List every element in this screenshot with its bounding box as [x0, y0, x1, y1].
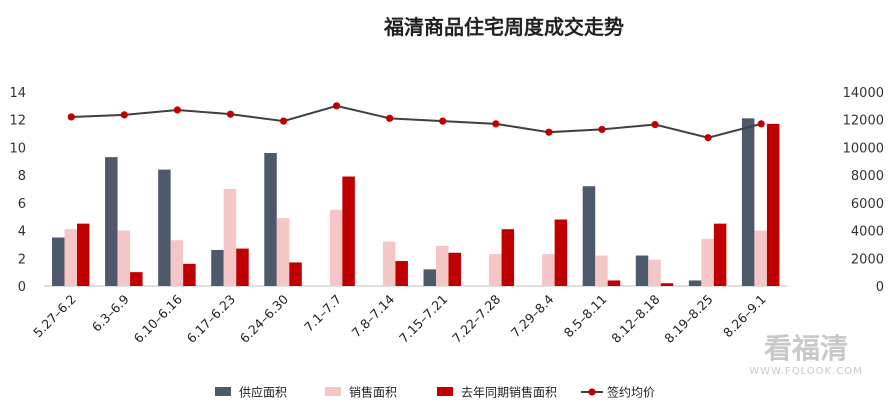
bar-sales — [595, 255, 608, 286]
x-tick-label: 7.1–7.7 — [301, 292, 344, 335]
bar-sales — [648, 259, 661, 286]
x-tick-label: 8.5–8.11 — [561, 292, 610, 341]
y-left-tick-label: 2 — [18, 252, 26, 267]
price-point — [226, 110, 235, 118]
bar-sales — [701, 238, 714, 286]
bar-sales — [542, 254, 555, 286]
watermark-logo: 看福清 WWW.FQLOOK.COM — [749, 332, 863, 377]
price-point — [439, 117, 447, 125]
legend-marker — [588, 388, 596, 396]
watermark-url: WWW.FQLOOK.COM — [749, 366, 863, 377]
bar-supply — [211, 249, 224, 286]
bar-last-year-sales — [660, 283, 674, 286]
bar-last-year-sales — [554, 219, 568, 286]
x-tick-label: 8.19–8.25 — [661, 292, 715, 346]
bar-last-year-sales — [289, 262, 302, 286]
legend-label: 供应面积 — [239, 385, 287, 400]
bar-supply — [423, 269, 436, 286]
legend-label: 销售面积 — [349, 385, 397, 400]
price-point — [545, 128, 553, 136]
plot-area: 0 2 4 6 8 10 12 14 0 2000 4000 6000 8000 10000 12000 14… — [9, 86, 884, 346]
bar-last-year-sales — [183, 263, 196, 286]
x-tick-label: 8.26–9.1 — [720, 292, 769, 341]
legend-swatch — [325, 387, 341, 396]
price-point — [67, 113, 75, 121]
y-right-tick-label: 12000 — [843, 114, 884, 129]
x-tick-label: 7.15–7.21 — [396, 292, 450, 346]
y-right-tick-label: 10000 — [843, 141, 884, 156]
y-right-tick-label: 0 — [876, 280, 884, 295]
price-point — [598, 125, 606, 134]
bar-sales — [64, 229, 77, 286]
bar-supply — [158, 169, 171, 286]
x-tick-label: 7.29–8.4 — [508, 291, 557, 340]
bar-last-year-sales — [713, 223, 727, 286]
bar-sales — [117, 230, 131, 286]
y-right-tick-label: 2000 — [851, 252, 884, 267]
bar-sales — [223, 189, 237, 286]
y-left-tick-label: 14 — [9, 86, 26, 101]
bar-supply — [105, 157, 118, 286]
legend-label: 签约均价 — [607, 385, 655, 400]
watermark-brand: 看福清 — [764, 332, 848, 365]
bar-sales — [382, 241, 396, 286]
bar-supply — [635, 255, 649, 286]
price-point — [279, 117, 288, 125]
bar-last-year-sales — [342, 176, 355, 286]
legend: 供应面积 销售面积 去年同期销售面积 签约均价 — [215, 385, 655, 400]
price-point — [704, 134, 712, 142]
bar-supply — [582, 186, 596, 286]
y-right-tick-label: 6000 — [851, 197, 884, 212]
x-tick-label: 6.24–6.30 — [237, 291, 291, 345]
y-right-tick-label: 14000 — [843, 86, 884, 101]
bar-last-year-sales — [607, 280, 621, 286]
price-point — [120, 111, 128, 119]
x-tick-label: 6.3–6.9 — [89, 291, 132, 334]
price-point — [492, 120, 500, 128]
price-point — [757, 120, 765, 128]
y-right-tick-label: 4000 — [851, 225, 884, 240]
bar-last-year-sales — [236, 248, 249, 286]
bar-last-year-sales — [501, 229, 515, 286]
y-left-tick-label: 10 — [9, 141, 26, 156]
bar-supply — [52, 237, 65, 286]
bar-sales — [436, 245, 449, 286]
legend-swatch — [215, 387, 231, 396]
bar-supply — [688, 280, 702, 286]
x-tick-label: 5.27–6.2 — [30, 292, 79, 341]
bar-last-year-sales — [448, 252, 461, 286]
y-left-tick-label: 6 — [18, 197, 26, 212]
bar-supply — [741, 118, 755, 286]
bar-last-year-sales — [130, 272, 143, 286]
bar-supply — [264, 152, 277, 286]
x-tick-label: 6.10–6.16 — [131, 291, 185, 345]
x-tick-label: 7.22–7.28 — [449, 291, 503, 345]
y-left-tick-label: 0 — [18, 280, 26, 295]
y-left-tick-label: 8 — [18, 169, 26, 184]
x-tick-label: 7.8–7.14 — [349, 291, 398, 340]
y-left-tick-label: 4 — [18, 225, 26, 240]
price-point — [651, 120, 659, 129]
x-tick-label: 8.12–8.18 — [608, 291, 662, 345]
y-right-tick-label: 8000 — [851, 169, 884, 184]
legend-swatch — [437, 387, 453, 396]
bar-sales — [754, 230, 767, 286]
bar-last-year-sales — [766, 123, 780, 286]
bar-sales — [489, 254, 502, 286]
price-point — [386, 114, 394, 122]
price-point — [333, 102, 341, 110]
y-left-tick-label: 12 — [9, 114, 26, 129]
bar-last-year-sales — [77, 223, 90, 286]
bar-sales — [329, 209, 343, 286]
bar-last-year-sales — [395, 261, 408, 286]
bar-sales — [170, 240, 184, 286]
x-tick-label: 6.17–6.23 — [184, 292, 238, 346]
price-line — [71, 104, 762, 139]
bar-sales — [276, 218, 290, 286]
chart-title: 福清商品住宅周度成交走势 — [383, 15, 624, 39]
price-point — [173, 106, 181, 114]
legend-label: 去年同期销售面积 — [461, 385, 557, 400]
